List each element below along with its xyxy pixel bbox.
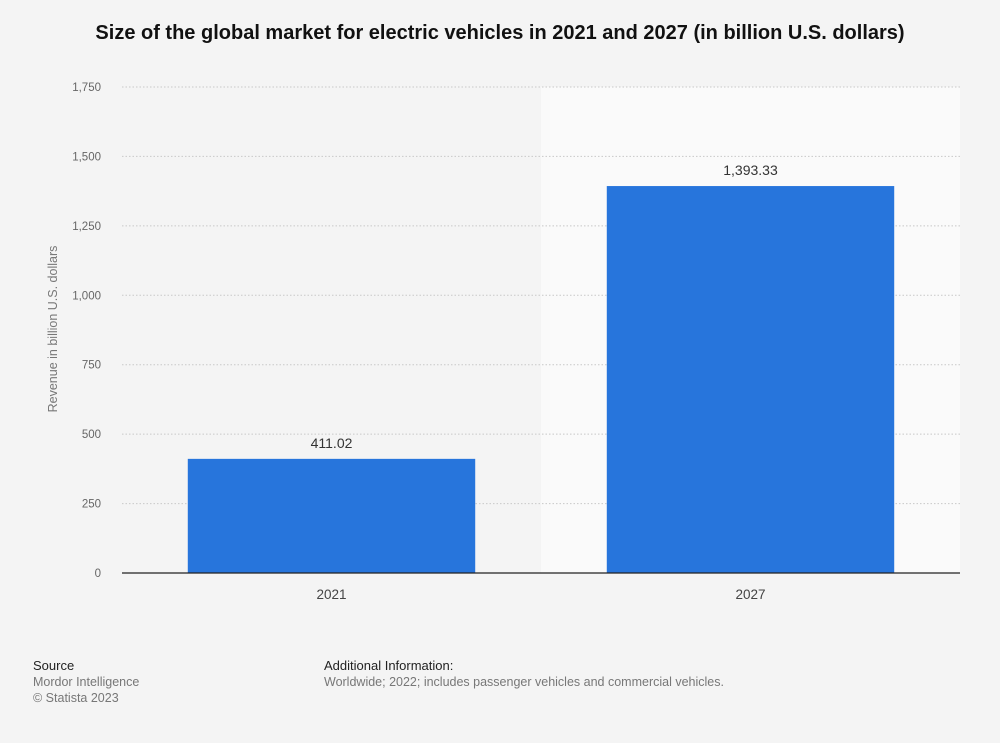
- bar[interactable]: [187, 458, 476, 573]
- additional-info-heading: Additional Information:: [324, 658, 454, 673]
- y-axis-label: Revenue in billion U.S. dollars: [46, 246, 60, 413]
- additional-info-text: Worldwide; 2022; includes passenger vehi…: [324, 675, 724, 689]
- bar-value-label: 1,393.33: [723, 162, 778, 178]
- y-tick-label: 0: [95, 568, 101, 580]
- source-name[interactable]: Mordor Intelligence: [33, 675, 140, 689]
- copyright: © Statista 2023: [33, 691, 119, 705]
- y-tick-label: 1,250: [72, 221, 101, 233]
- y-tick-label: 1,000: [72, 290, 101, 302]
- x-tick-labels: 2021 2027: [316, 587, 765, 602]
- x-tick-label: 2027: [735, 587, 765, 602]
- y-tick-label: 1,500: [72, 151, 101, 163]
- y-tick-label: 500: [82, 429, 101, 441]
- bars: [187, 186, 895, 573]
- y-tick-label: 750: [82, 360, 101, 372]
- additional-info-block: Additional Information: Worldwide; 2022;…: [324, 658, 724, 690]
- bar[interactable]: [606, 186, 895, 573]
- bar-value-labels: 411.02 1,393.33: [311, 162, 778, 451]
- y-tick-label: 250: [82, 499, 101, 511]
- source-block: Source Mordor Intelligence © Statista 20…: [33, 658, 139, 706]
- source-heading: Source: [33, 658, 75, 673]
- chart-title: Size of the global market for electric v…: [95, 22, 905, 44]
- y-tick-label: 1,750: [72, 82, 101, 94]
- bar-value-label: 411.02: [311, 435, 353, 451]
- y-tick-labels: 0 250 500 750 1,000 1,250 1,500 1,750: [72, 82, 101, 580]
- x-tick-label: 2021: [316, 587, 346, 602]
- bar-chart: 0 250 500 750 1,000 1,250 1,500 1,750 411.02 1,3…: [46, 82, 960, 602]
